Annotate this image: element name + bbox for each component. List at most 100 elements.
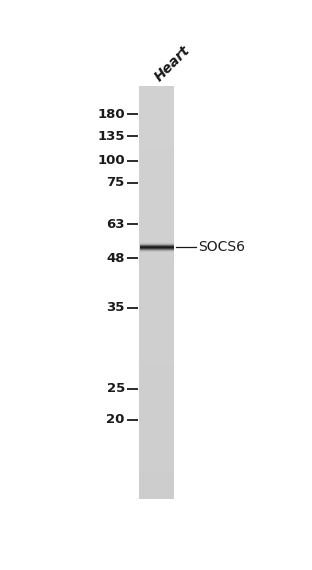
Bar [139, 491, 174, 495]
Bar [139, 436, 174, 440]
Bar [139, 478, 174, 481]
Bar [139, 336, 174, 340]
Text: SOCS6: SOCS6 [199, 241, 246, 254]
Bar [139, 133, 174, 137]
Bar [139, 172, 174, 176]
Bar [139, 261, 174, 264]
Bar [139, 130, 174, 134]
Bar [139, 371, 174, 374]
Bar [139, 282, 174, 286]
Text: Heart: Heart [152, 43, 193, 84]
Text: 135: 135 [97, 130, 125, 143]
Bar [139, 86, 174, 89]
Bar [139, 381, 174, 385]
Bar [139, 350, 174, 354]
Bar [139, 450, 174, 454]
Bar [139, 457, 174, 461]
Bar [139, 271, 174, 275]
Bar [139, 161, 174, 165]
Bar [139, 196, 174, 200]
Bar [139, 323, 174, 327]
Bar [139, 385, 174, 389]
Bar [139, 189, 174, 193]
Bar [139, 361, 174, 364]
Bar [139, 223, 174, 227]
Bar [139, 453, 174, 457]
Bar [139, 412, 174, 416]
Bar [139, 216, 174, 220]
Bar [139, 285, 174, 289]
Bar [139, 443, 174, 447]
Bar [139, 268, 174, 272]
Bar [139, 96, 174, 100]
Bar [139, 353, 174, 357]
Text: 48: 48 [106, 251, 125, 264]
Bar [139, 206, 174, 210]
Bar [139, 368, 174, 371]
Bar [139, 165, 174, 169]
Bar [139, 113, 174, 117]
Bar [139, 309, 174, 313]
Bar [139, 378, 174, 382]
Text: 180: 180 [97, 108, 125, 121]
Bar [139, 439, 174, 443]
Bar [139, 243, 174, 247]
Bar [139, 292, 174, 296]
Bar [139, 251, 174, 254]
Bar [139, 182, 174, 186]
Bar [139, 347, 174, 351]
Bar [139, 247, 174, 251]
Bar [139, 192, 174, 196]
Bar [139, 398, 174, 402]
Bar [139, 460, 174, 464]
Bar [139, 374, 174, 378]
Bar [139, 405, 174, 409]
Bar [139, 488, 174, 492]
Bar [139, 419, 174, 423]
Bar [139, 422, 174, 426]
Bar [139, 295, 174, 299]
Bar [139, 395, 174, 399]
Bar [139, 199, 174, 203]
Bar [139, 481, 174, 484]
Bar [139, 388, 174, 392]
Bar [139, 99, 174, 103]
Bar [139, 495, 174, 499]
Bar [139, 340, 174, 344]
Bar [139, 92, 174, 96]
Bar [139, 219, 174, 223]
Text: 20: 20 [106, 413, 125, 426]
Bar [139, 357, 174, 361]
Bar [139, 319, 174, 323]
Bar [139, 109, 174, 113]
Bar [139, 471, 174, 474]
Bar [139, 123, 174, 127]
Bar [139, 202, 174, 206]
Bar [139, 316, 174, 320]
Bar [139, 233, 174, 237]
Bar [139, 433, 174, 437]
Bar [139, 343, 174, 347]
Bar [139, 254, 174, 258]
Bar [139, 306, 174, 310]
Bar [139, 230, 174, 234]
Bar [139, 392, 174, 396]
Text: 35: 35 [106, 301, 125, 314]
Text: 63: 63 [106, 218, 125, 231]
Bar [139, 426, 174, 430]
Bar [139, 137, 174, 141]
Bar [139, 312, 174, 316]
Bar [139, 144, 174, 148]
Bar [139, 429, 174, 433]
Text: 75: 75 [107, 176, 125, 189]
Bar [139, 141, 174, 144]
Bar [139, 484, 174, 488]
Bar [139, 89, 174, 93]
Bar [139, 178, 174, 182]
Bar [139, 264, 174, 268]
Bar [139, 209, 174, 213]
Bar [139, 474, 174, 478]
Bar [139, 299, 174, 303]
Bar [139, 416, 174, 420]
Bar [139, 168, 174, 172]
